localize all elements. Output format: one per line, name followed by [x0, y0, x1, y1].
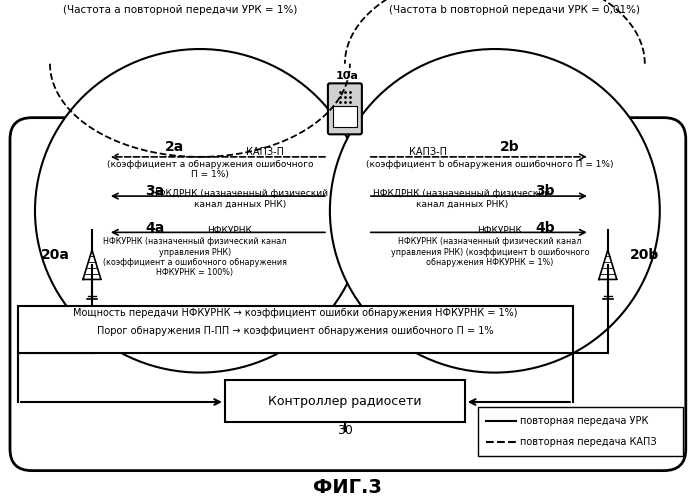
- FancyBboxPatch shape: [328, 84, 362, 134]
- Text: НФКДРНК (назначенный физический
канал данных РНК): НФКДРНК (назначенный физический канал да…: [373, 189, 551, 208]
- Text: Порог обнаружения П-ПП → коэффициент обнаружения ошибочного П = 1%: Порог обнаружения П-ПП → коэффициент обн…: [97, 326, 493, 336]
- Text: 10a: 10a: [335, 72, 358, 82]
- Text: НФКУРНК (назначенный физический канал
управления РНК) (коэффициент b ошибочного
: НФКУРНК (назначенный физический канал уп…: [390, 238, 589, 267]
- Text: КАПЗ-П: КАПЗ-П: [409, 147, 447, 157]
- Text: Контроллер радиосети: Контроллер радиосети: [268, 394, 422, 407]
- Text: (коэффициент b обнаружения ошибочного П = 1%): (коэффициент b обнаружения ошибочного П …: [366, 160, 614, 169]
- Ellipse shape: [330, 49, 660, 372]
- Text: повторная передача УРК: повторная передача УРК: [520, 416, 648, 426]
- Text: НФКУРНК: НФКУРНК: [477, 226, 522, 234]
- Text: 2b: 2b: [500, 140, 520, 154]
- Text: ФИГ.3: ФИГ.3: [313, 478, 382, 498]
- Text: 30: 30: [337, 424, 353, 436]
- Text: 2a: 2a: [166, 140, 184, 154]
- Text: НФКУРНК: НФКУРНК: [207, 226, 253, 234]
- Text: 20b: 20b: [630, 248, 659, 262]
- FancyBboxPatch shape: [478, 407, 683, 456]
- Text: (коэффициент a обнаружения ошибочного
П = 1%): (коэффициент a обнаружения ошибочного П …: [106, 160, 313, 179]
- Text: 4b: 4b: [535, 220, 555, 234]
- Ellipse shape: [35, 49, 365, 372]
- Text: 3a: 3a: [145, 184, 164, 198]
- FancyBboxPatch shape: [333, 106, 357, 128]
- Text: НФКДРНК (назначенный физический
канал данных РНК): НФКДРНК (назначенный физический канал да…: [152, 189, 329, 208]
- Text: (Частота b повторной передачи УРК = 0,01%): (Частота b повторной передачи УРК = 0,01…: [389, 5, 640, 15]
- Text: НФКУРНК (назначенный физический канал
управления РНК)
(коэффициент a ошибочного : НФКУРНК (назначенный физический канал уп…: [103, 238, 287, 278]
- Text: Мощность передачи НФКУРНК → коэффициент ошибки обнаружения НФКУРНК = 1%): Мощность передачи НФКУРНК → коэффициент …: [72, 308, 517, 318]
- FancyBboxPatch shape: [10, 118, 686, 470]
- Text: 20a: 20a: [41, 248, 70, 262]
- Text: КАПЗ-П: КАПЗ-П: [246, 147, 284, 157]
- Text: (Частота a повторной передачи УРК = 1%): (Частота a повторной передачи УРК = 1%): [63, 5, 297, 15]
- Text: повторная передача КАПЗ: повторная передача КАПЗ: [520, 437, 656, 447]
- FancyBboxPatch shape: [225, 380, 465, 422]
- Text: 3b: 3b: [535, 184, 555, 198]
- FancyBboxPatch shape: [18, 306, 573, 353]
- Text: 4a: 4a: [145, 220, 164, 234]
